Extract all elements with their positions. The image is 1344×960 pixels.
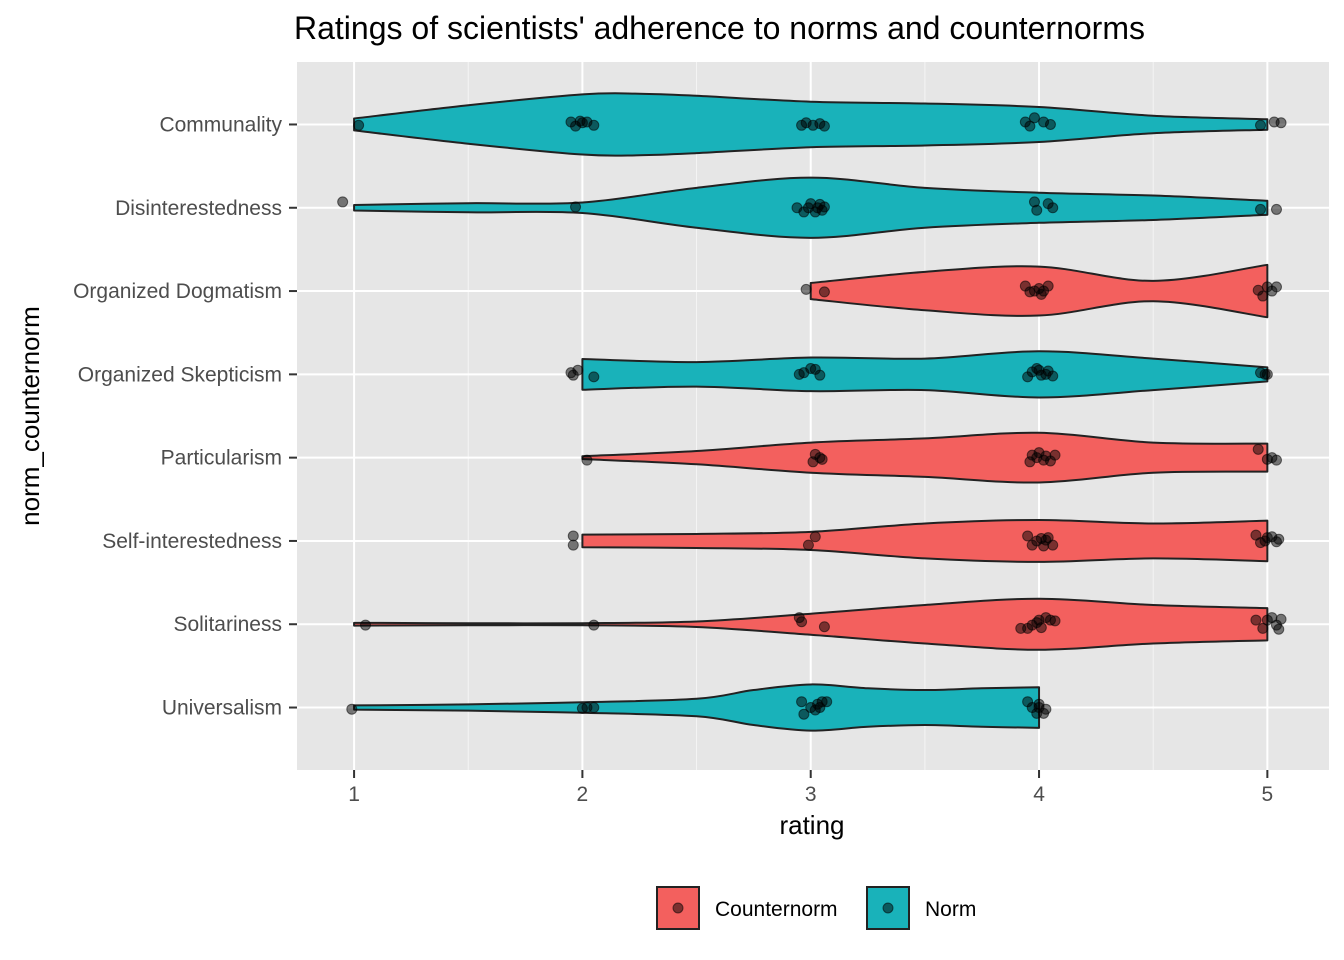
- data-point: [1275, 117, 1287, 129]
- legend-point: [672, 902, 684, 914]
- y-tick-label: Communality: [159, 113, 282, 136]
- y-tick-label: Disinterestedness: [115, 197, 282, 220]
- data-point: [818, 201, 830, 213]
- data-point: [1252, 443, 1264, 455]
- data-point: [1261, 368, 1273, 380]
- data-point: [337, 196, 349, 208]
- data-point: [1028, 112, 1040, 124]
- data-point: [1042, 280, 1054, 292]
- data-point: [1257, 622, 1269, 634]
- data-point: [1047, 370, 1059, 382]
- data-point: [1031, 204, 1043, 216]
- data-point: [588, 619, 600, 631]
- y-axis: Universalism Solitariness Self-interestedn…: [73, 113, 297, 720]
- data-point: [1047, 539, 1059, 551]
- x-axis-title: rating: [779, 810, 844, 840]
- y-tick-label: Organized Skepticism: [78, 363, 282, 386]
- violin-particularism: [581, 431, 1269, 484]
- data-point: [1255, 203, 1267, 215]
- data-point: [1044, 118, 1056, 130]
- data-point: [588, 702, 600, 714]
- y-tick-label: Self-interestedness: [102, 530, 282, 553]
- data-point: [588, 371, 600, 383]
- data-point: [800, 283, 812, 295]
- data-point: [1257, 290, 1269, 302]
- data-point: [1049, 449, 1061, 461]
- legend-key-norm: [866, 886, 910, 930]
- data-point: [1024, 120, 1036, 132]
- x-axis: 1 2 3 4 5: [348, 770, 1273, 806]
- violin-organized-skepticism: [581, 350, 1269, 399]
- data-point: [1273, 623, 1285, 635]
- legend-point: [882, 902, 894, 914]
- legend: Counternorm Norm: [656, 886, 976, 930]
- data-point: [1273, 533, 1285, 545]
- legend-label: Counternorm: [715, 898, 838, 921]
- data-point: [818, 621, 830, 633]
- data-point: [1270, 281, 1282, 293]
- data-point: [818, 120, 830, 132]
- data-point: [570, 201, 582, 213]
- data-point: [346, 703, 358, 715]
- data-point: [798, 708, 810, 720]
- data-point: [1035, 622, 1047, 634]
- data-point: [1275, 613, 1287, 625]
- data-point: [1022, 530, 1034, 542]
- y-tick-label: Solitariness: [173, 613, 282, 636]
- x-tick-label: 2: [577, 783, 589, 806]
- legend-label: Norm: [925, 898, 976, 921]
- data-point: [1040, 703, 1052, 715]
- y-tick-label: Universalism: [162, 697, 282, 720]
- x-tick-label: 4: [1033, 783, 1045, 806]
- plot-panel: [297, 62, 1329, 770]
- data-point: [1255, 119, 1267, 131]
- data-point: [588, 119, 600, 131]
- x-tick-label: 1: [348, 783, 360, 806]
- data-point: [814, 702, 826, 714]
- data-point: [1250, 614, 1262, 626]
- data-point: [1270, 454, 1282, 466]
- data-point: [1049, 615, 1061, 627]
- chart-title: Ratings of scientists' adherence to norm…: [294, 10, 1145, 46]
- data-point: [567, 530, 579, 542]
- data-point: [816, 453, 828, 465]
- data-point: [567, 539, 579, 551]
- data-point: [572, 364, 584, 376]
- violin-universalism: [353, 683, 1041, 732]
- data-point: [359, 619, 371, 631]
- data-point: [809, 531, 821, 543]
- y-axis-title: norm_counternorm: [15, 306, 45, 526]
- y-tick-label: Organized Dogmatism: [73, 280, 282, 303]
- data-point: [353, 119, 365, 131]
- jitter-points: [337, 112, 1287, 720]
- data-point: [1047, 202, 1059, 214]
- data-point: [814, 369, 826, 381]
- data-point: [818, 286, 830, 298]
- y-tick-label: Particularism: [161, 447, 282, 470]
- violin-solitariness: [353, 597, 1269, 651]
- data-point: [1270, 203, 1282, 215]
- data-point: [802, 539, 814, 551]
- x-tick-label: 3: [805, 783, 817, 806]
- data-point: [581, 454, 593, 466]
- data-point: [796, 616, 808, 628]
- legend-key-counternorm: [656, 886, 700, 930]
- x-tick-label: 5: [1262, 783, 1274, 806]
- data-point: [796, 696, 808, 708]
